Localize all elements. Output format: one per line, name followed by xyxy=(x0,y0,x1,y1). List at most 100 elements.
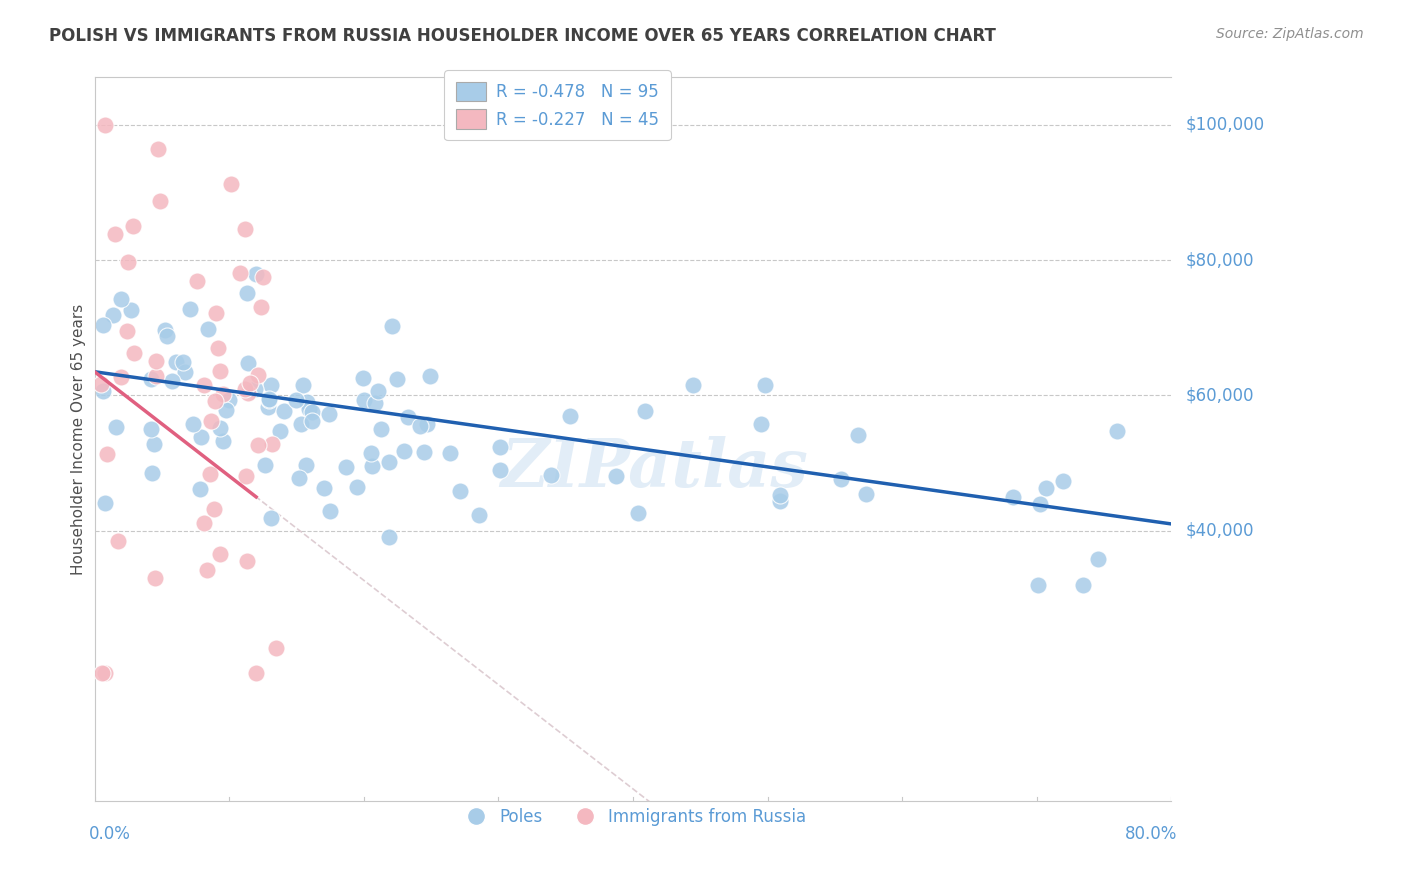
Point xyxy=(855,486,877,500)
Point xyxy=(139,372,162,386)
Point xyxy=(188,483,211,497)
Point xyxy=(104,227,127,241)
Point xyxy=(846,428,869,442)
Point xyxy=(186,274,208,288)
Point xyxy=(235,554,257,568)
Point xyxy=(122,345,145,359)
Point xyxy=(260,378,283,392)
Point xyxy=(246,368,269,383)
Text: ZIPatlas: ZIPatlas xyxy=(501,436,808,500)
Point xyxy=(143,437,166,451)
Point xyxy=(259,393,281,408)
Point xyxy=(488,463,510,477)
Point xyxy=(260,511,283,525)
Point xyxy=(215,403,238,417)
Point xyxy=(378,530,401,544)
Point xyxy=(297,395,319,409)
Point xyxy=(91,384,114,399)
Point xyxy=(145,353,167,368)
Point xyxy=(121,219,143,233)
Point xyxy=(558,409,581,423)
Point xyxy=(94,496,117,510)
Point xyxy=(235,285,257,300)
Point xyxy=(468,508,491,522)
Point xyxy=(301,405,323,419)
Text: $80,000: $80,000 xyxy=(1185,252,1254,269)
Point xyxy=(353,392,375,407)
Point xyxy=(287,471,309,485)
Point xyxy=(245,267,267,281)
Point xyxy=(346,480,368,494)
Point xyxy=(260,437,283,451)
Point xyxy=(335,459,357,474)
Point xyxy=(200,414,222,428)
Point xyxy=(264,641,287,656)
Legend: Poles, Immigrants from Russia: Poles, Immigrants from Russia xyxy=(453,802,813,833)
Point xyxy=(416,417,439,431)
Point xyxy=(292,378,315,392)
Point xyxy=(104,420,127,434)
Point xyxy=(121,303,143,318)
Point xyxy=(1073,578,1095,592)
Point xyxy=(1087,552,1109,566)
Point xyxy=(146,142,169,156)
Point xyxy=(236,356,259,370)
Point xyxy=(91,665,114,680)
Text: Source: ZipAtlas.com: Source: ZipAtlas.com xyxy=(1216,27,1364,41)
Point xyxy=(193,377,215,392)
Point xyxy=(145,368,167,383)
Point xyxy=(156,329,179,343)
Point xyxy=(247,437,270,451)
Point xyxy=(212,387,235,401)
Text: 0.0%: 0.0% xyxy=(89,824,131,843)
Point xyxy=(243,382,266,396)
Point xyxy=(205,306,228,320)
Point xyxy=(269,424,291,438)
Point xyxy=(318,504,340,518)
Point xyxy=(413,445,436,459)
Point xyxy=(1002,490,1025,504)
Point xyxy=(153,323,176,337)
Point xyxy=(381,318,404,333)
Point xyxy=(627,506,650,520)
Point xyxy=(301,414,323,428)
Text: 80.0%: 80.0% xyxy=(1125,824,1177,843)
Point xyxy=(370,422,392,436)
Point xyxy=(634,404,657,418)
Point xyxy=(768,488,790,502)
Point xyxy=(181,417,204,431)
Point xyxy=(117,324,139,338)
Point xyxy=(162,374,184,388)
Point xyxy=(179,302,201,317)
Point xyxy=(228,266,250,280)
Point xyxy=(298,402,321,417)
Point xyxy=(193,516,215,530)
Point xyxy=(749,417,772,432)
Point xyxy=(209,547,232,561)
Point xyxy=(769,494,792,508)
Point xyxy=(284,392,307,407)
Point xyxy=(1026,578,1049,592)
Point xyxy=(1028,497,1050,511)
Point xyxy=(360,446,382,460)
Point xyxy=(172,355,194,369)
Point xyxy=(361,458,384,473)
Point xyxy=(387,372,409,386)
Point xyxy=(93,665,115,680)
Point xyxy=(257,392,280,407)
Point xyxy=(290,417,312,431)
Point xyxy=(204,393,226,408)
Point xyxy=(90,376,112,391)
Point xyxy=(605,469,627,483)
Point xyxy=(439,446,461,460)
Point xyxy=(209,420,232,434)
Point xyxy=(367,384,389,399)
Point xyxy=(1052,474,1074,488)
Point xyxy=(207,341,229,355)
Point xyxy=(245,665,267,680)
Point xyxy=(221,178,243,192)
Point xyxy=(208,364,231,378)
Point xyxy=(295,458,318,472)
Point xyxy=(377,455,399,469)
Point xyxy=(174,365,197,379)
